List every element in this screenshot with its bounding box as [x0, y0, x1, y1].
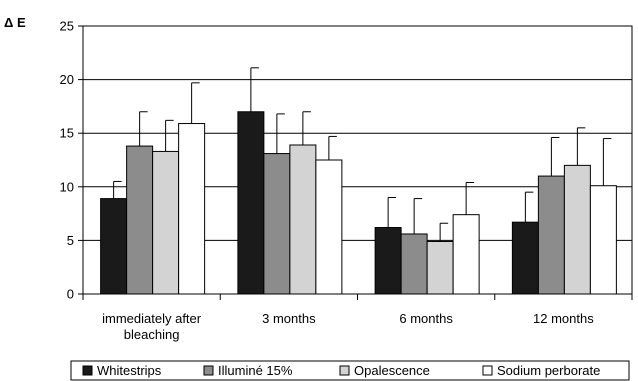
legend-swatch [482, 365, 493, 376]
bar [589, 185, 617, 295]
legend-swatch [339, 365, 350, 376]
legend-label: Sodium perborate [497, 363, 600, 378]
bar [400, 233, 428, 295]
x-tick-label: 3 months [262, 311, 316, 326]
bar [563, 164, 591, 295]
bar [511, 221, 539, 295]
bar [178, 123, 206, 295]
y-tick-label: 15 [60, 126, 74, 141]
bar [537, 175, 565, 295]
y-tick-label: 0 [67, 287, 74, 302]
y-tick-label: 20 [60, 72, 74, 87]
y-tick-label: 5 [67, 233, 74, 248]
legend-swatch [82, 365, 93, 376]
bar [426, 240, 454, 295]
x-tick-label: 6 months [399, 311, 453, 326]
x-tick-label: immediately after bleaching [102, 311, 202, 342]
legend-swatch [203, 365, 214, 376]
bar [289, 144, 317, 295]
x-tick-label: 12 months [533, 311, 594, 326]
bar [237, 111, 265, 295]
bar [152, 150, 180, 295]
legend-label: Whitestrips [97, 363, 162, 378]
y-tick-label: 10 [60, 179, 74, 194]
bar [315, 159, 343, 295]
bar [263, 153, 291, 295]
legend-label: Illuminé 15% [218, 363, 293, 378]
bar [452, 214, 480, 295]
y-tick-label: 25 [60, 19, 74, 34]
bar [374, 227, 402, 295]
y-axis-label: Δ E [4, 15, 26, 30]
legend-label: Opalescence [354, 363, 430, 378]
bar [100, 198, 128, 295]
bar [126, 145, 154, 295]
